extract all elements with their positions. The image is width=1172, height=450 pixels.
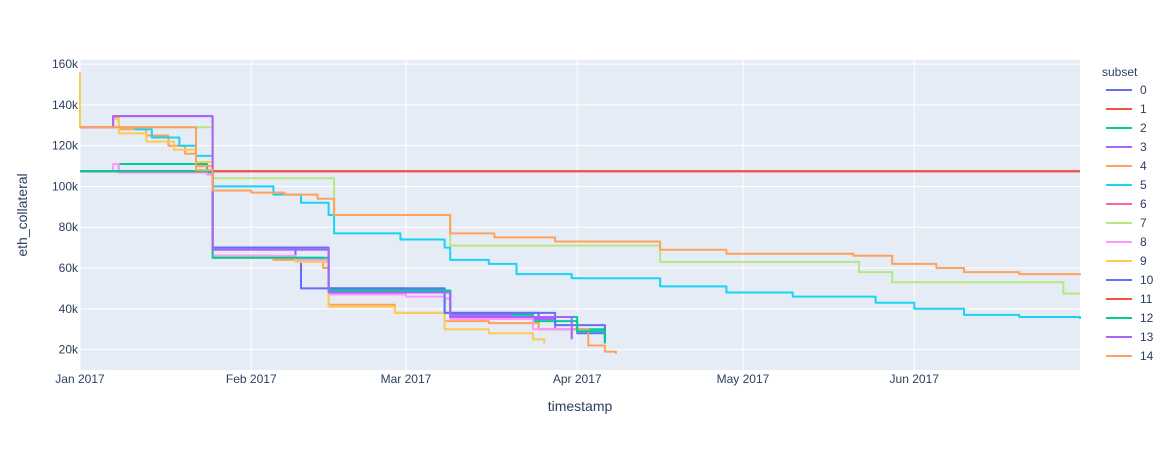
y-axis-ticks: 20k 40k 60k 80k 100k 120k 140k 160k bbox=[52, 57, 79, 357]
legend-entry-label: 2 bbox=[1140, 121, 1147, 135]
x-tick-label: Jun 2017 bbox=[890, 372, 940, 386]
y-tick-label: 40k bbox=[59, 302, 79, 316]
y-tick-label: 80k bbox=[59, 220, 79, 234]
legend-entry-label: 10 bbox=[1140, 273, 1154, 287]
x-axis-ticks: Jan 2017 Feb 2017 Mar 2017 Apr 2017 May 2017… bbox=[55, 372, 939, 386]
x-axis-title: timestamp bbox=[548, 398, 613, 414]
legend-entry-label: 6 bbox=[1140, 197, 1147, 211]
x-tick-label: Mar 2017 bbox=[381, 372, 432, 386]
legend-entry-label: 4 bbox=[1140, 159, 1147, 173]
legend-entry-label: 7 bbox=[1140, 216, 1147, 230]
legend-entry-label: 0 bbox=[1140, 83, 1147, 97]
plot-area bbox=[80, 60, 1080, 370]
y-tick-label: 100k bbox=[52, 179, 79, 193]
y-tick-label: 60k bbox=[59, 261, 79, 275]
legend-entry-label: 5 bbox=[1140, 178, 1147, 192]
legend-entry-label: 9 bbox=[1140, 254, 1147, 268]
legend-title: subset bbox=[1102, 65, 1138, 79]
y-tick-label: 120k bbox=[52, 139, 79, 153]
series-line-13 bbox=[80, 115, 573, 340]
legend-entry-label: 13 bbox=[1140, 330, 1154, 344]
y-tick-label: 160k bbox=[52, 57, 79, 71]
x-tick-label: Apr 2017 bbox=[553, 372, 602, 386]
y-axis-title: eth_collateral bbox=[14, 173, 30, 256]
x-tick-label: Jan 2017 bbox=[55, 372, 105, 386]
legend-entry-label: 3 bbox=[1140, 140, 1147, 154]
legend-entry-label: 11 bbox=[1140, 292, 1153, 306]
legend-entry-label: 1 bbox=[1140, 102, 1147, 116]
legend-entry-label: 12 bbox=[1140, 311, 1154, 325]
x-tick-label: May 2017 bbox=[717, 372, 770, 386]
legend-entry-label: 14 bbox=[1140, 349, 1154, 363]
y-tick-label: 20k bbox=[59, 343, 79, 357]
series-line-14 bbox=[80, 126, 1081, 276]
series-line-7 bbox=[80, 126, 1080, 295]
legend-entry-label: 8 bbox=[1140, 235, 1147, 249]
series-group bbox=[79, 72, 1081, 354]
x-tick-label: Feb 2017 bbox=[226, 372, 277, 386]
y-tick-label: 140k bbox=[52, 98, 79, 112]
